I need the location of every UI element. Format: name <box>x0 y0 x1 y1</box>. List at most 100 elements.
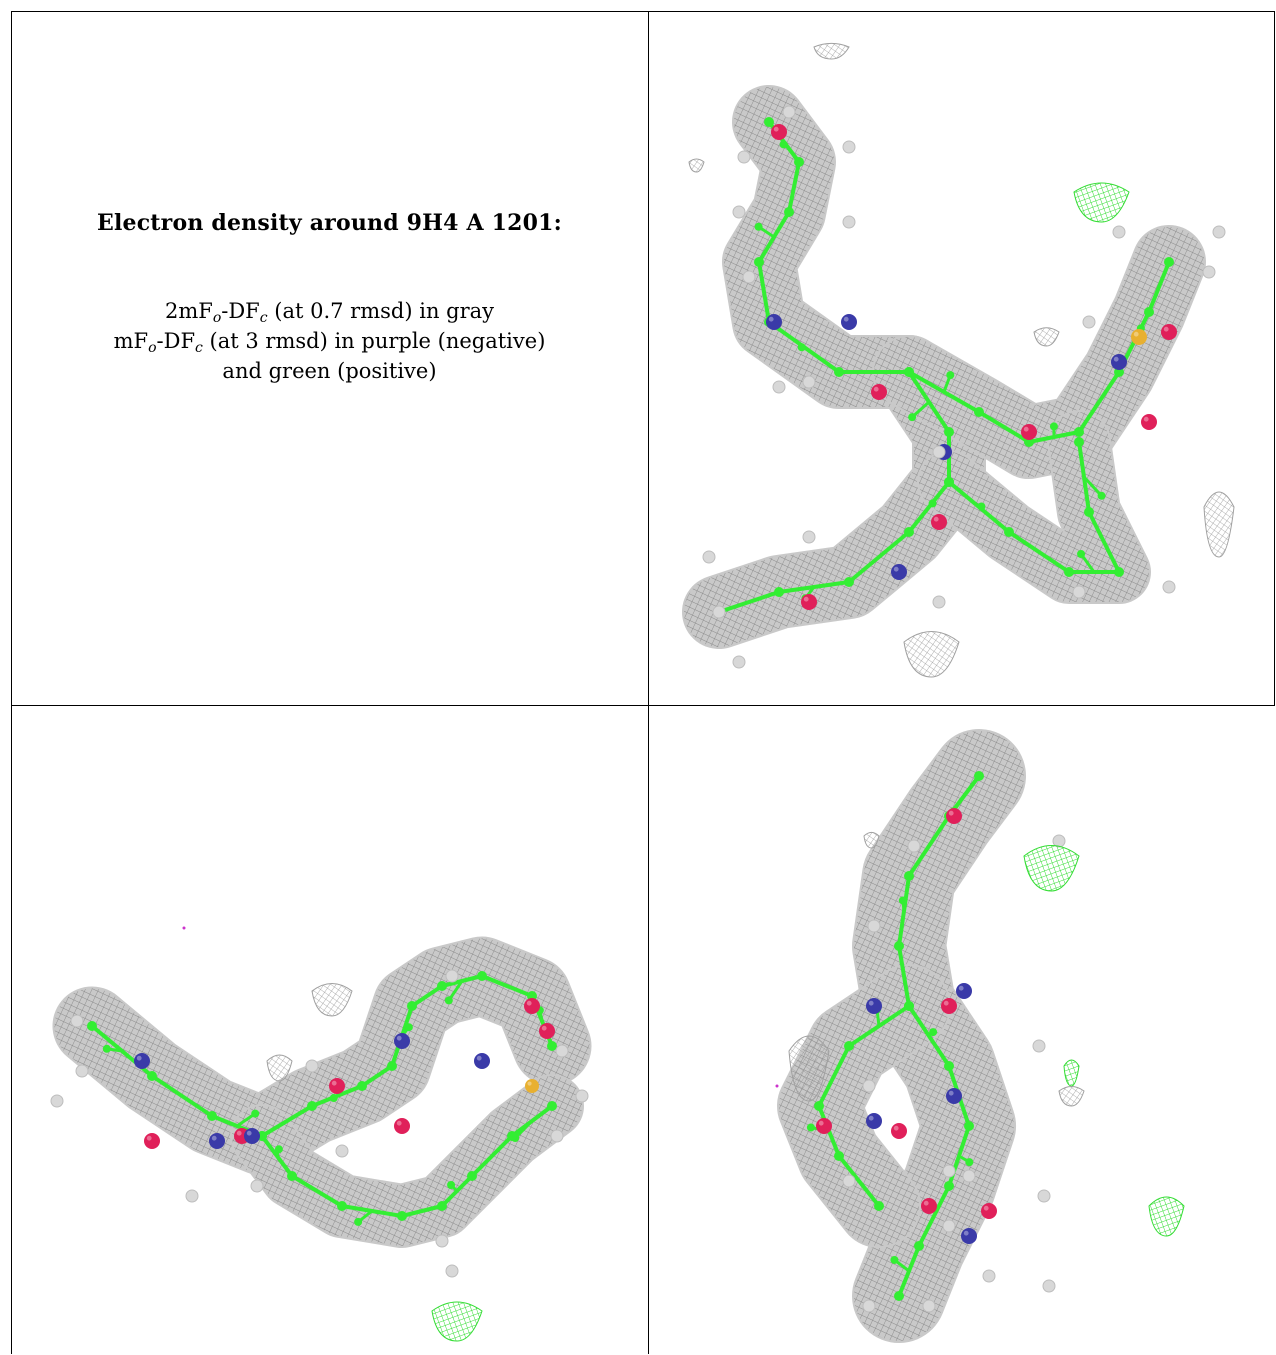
bond <box>917 1184 951 1248</box>
positive-difference-density <box>431 1301 483 1342</box>
carbon-atom <box>754 222 763 231</box>
stray-density <box>813 42 850 60</box>
carbon-atom <box>974 407 984 417</box>
carbon-atom <box>794 157 804 167</box>
carbon-atom <box>944 1061 954 1071</box>
oxygen-atom-highlight <box>933 516 939 522</box>
carbon-atom <box>547 1041 557 1051</box>
nitrogen-atom <box>134 1053 150 1069</box>
hydrogen-atom <box>1202 265 1216 279</box>
positive-difference-density <box>1023 845 1080 892</box>
nitrogen-atom-highlight <box>868 1115 874 1121</box>
carbon-atom <box>904 1001 914 1011</box>
carbon-atom <box>467 1171 477 1181</box>
carbon-atom <box>274 1145 283 1154</box>
caption-legend: 2mFo-DFc (at 0.7 rmsd) in gray mFo-DFc (… <box>114 296 546 386</box>
oxygen-atom <box>801 594 817 610</box>
carbon-atom <box>477 971 487 981</box>
oxygen-atom-highlight <box>146 1135 152 1141</box>
caption-cell: Electron density around 9H4 A 1201: 2mFo… <box>11 11 648 705</box>
carbon-atom <box>890 1255 899 1264</box>
carbon-atom <box>894 1291 904 1301</box>
oxygen-atom-highlight <box>873 386 879 392</box>
carbon-atom <box>1097 491 1106 500</box>
hydrogen-atom <box>70 1014 84 1028</box>
carbon-atom <box>1074 437 1084 447</box>
negative-difference-density <box>775 1084 779 1088</box>
nitrogen-atom <box>956 983 972 999</box>
carbon-atom <box>1049 422 1058 431</box>
carbon-atom <box>814 1101 824 1111</box>
sulfur-atom <box>525 1079 539 1093</box>
hydrogen-atom <box>185 1189 199 1203</box>
carbon-atom <box>1004 527 1014 537</box>
sulfur-atom <box>1131 329 1147 345</box>
hydrogen-atom <box>702 550 716 564</box>
carbon-atom <box>908 413 917 422</box>
carbon-atom <box>404 1023 413 1032</box>
table-left-border <box>11 11 12 1354</box>
nitrogen-atom <box>946 1088 962 1104</box>
carbon-atom <box>1084 507 1094 517</box>
stray-density <box>903 631 960 678</box>
carbon-atom <box>844 577 854 587</box>
ligand-model <box>714 117 954 617</box>
carbon-atom <box>894 941 904 951</box>
nitrogen-atom <box>244 1128 260 1144</box>
sulfur-atom-highlight <box>1133 331 1139 337</box>
hydrogen-atom <box>942 1164 956 1178</box>
carbon-atom <box>87 1021 97 1031</box>
bond <box>1147 260 1171 314</box>
bond <box>260 1104 314 1138</box>
carbon-atom <box>1144 307 1154 317</box>
hydrogen-atom <box>445 969 459 983</box>
hydrogen-atom <box>862 1079 876 1093</box>
oxygen-atom <box>941 998 957 1014</box>
ligand-model <box>257 1101 557 1226</box>
carbon-atom <box>844 1041 854 1051</box>
table-center-border <box>648 11 649 1354</box>
stray-density <box>311 983 353 1017</box>
hydrogen-atom <box>932 595 946 609</box>
carbon-atom <box>946 371 955 380</box>
carbon-atom <box>834 1151 844 1161</box>
oxygen-atom-highlight <box>526 1000 532 1006</box>
hydrogen-atom <box>1112 225 1126 239</box>
carbon-atom <box>874 1201 884 1211</box>
caption-title: Electron density around 9H4 A 1201: <box>96 210 562 236</box>
oxygen-atom <box>946 808 962 824</box>
carbon-atom <box>207 1111 217 1121</box>
oxygen-atom-highlight <box>396 1120 402 1126</box>
nitrogen-atom <box>209 1133 225 1149</box>
hydrogen-atom <box>305 1059 319 1073</box>
positive-difference-density <box>1063 1059 1080 1087</box>
table-middle-border <box>11 705 1275 706</box>
oxygen-atom <box>524 998 540 1014</box>
nitrogen-atom-highlight <box>211 1135 217 1141</box>
oxygen-atom-highlight <box>943 1000 949 1006</box>
stray-density <box>266 1054 293 1082</box>
carbon-atom <box>928 499 937 508</box>
oxygen-atom-highlight <box>893 1125 899 1131</box>
carbon-atom <box>914 1241 924 1251</box>
oxygen-atom <box>329 1078 345 1094</box>
nitrogen-atom <box>866 1113 882 1129</box>
nitrogen-atom-highlight <box>1113 356 1119 362</box>
hydrogen-atom <box>555 1044 569 1058</box>
nitrogen-atom-highlight <box>963 1230 969 1236</box>
caption-line-2fo: 2mFo-DFc (at 0.7 rmsd) in gray <box>164 299 495 326</box>
carbon-atom <box>774 587 784 597</box>
density-panel-top-right <box>649 12 1274 705</box>
carbon-atom <box>397 1211 407 1221</box>
hydrogen-atom <box>1082 315 1096 329</box>
carbon-atom <box>944 427 954 437</box>
carbon-atom <box>965 1158 974 1167</box>
oxygen-atom-highlight <box>948 810 954 816</box>
hydrogen-atom <box>1037 1189 1051 1203</box>
bond <box>847 530 911 584</box>
carbon-atom <box>754 257 764 267</box>
bond <box>1007 530 1071 574</box>
carbon-atom <box>904 871 914 881</box>
oxygen-atom <box>771 124 787 140</box>
hydrogen-atom <box>1072 585 1086 599</box>
